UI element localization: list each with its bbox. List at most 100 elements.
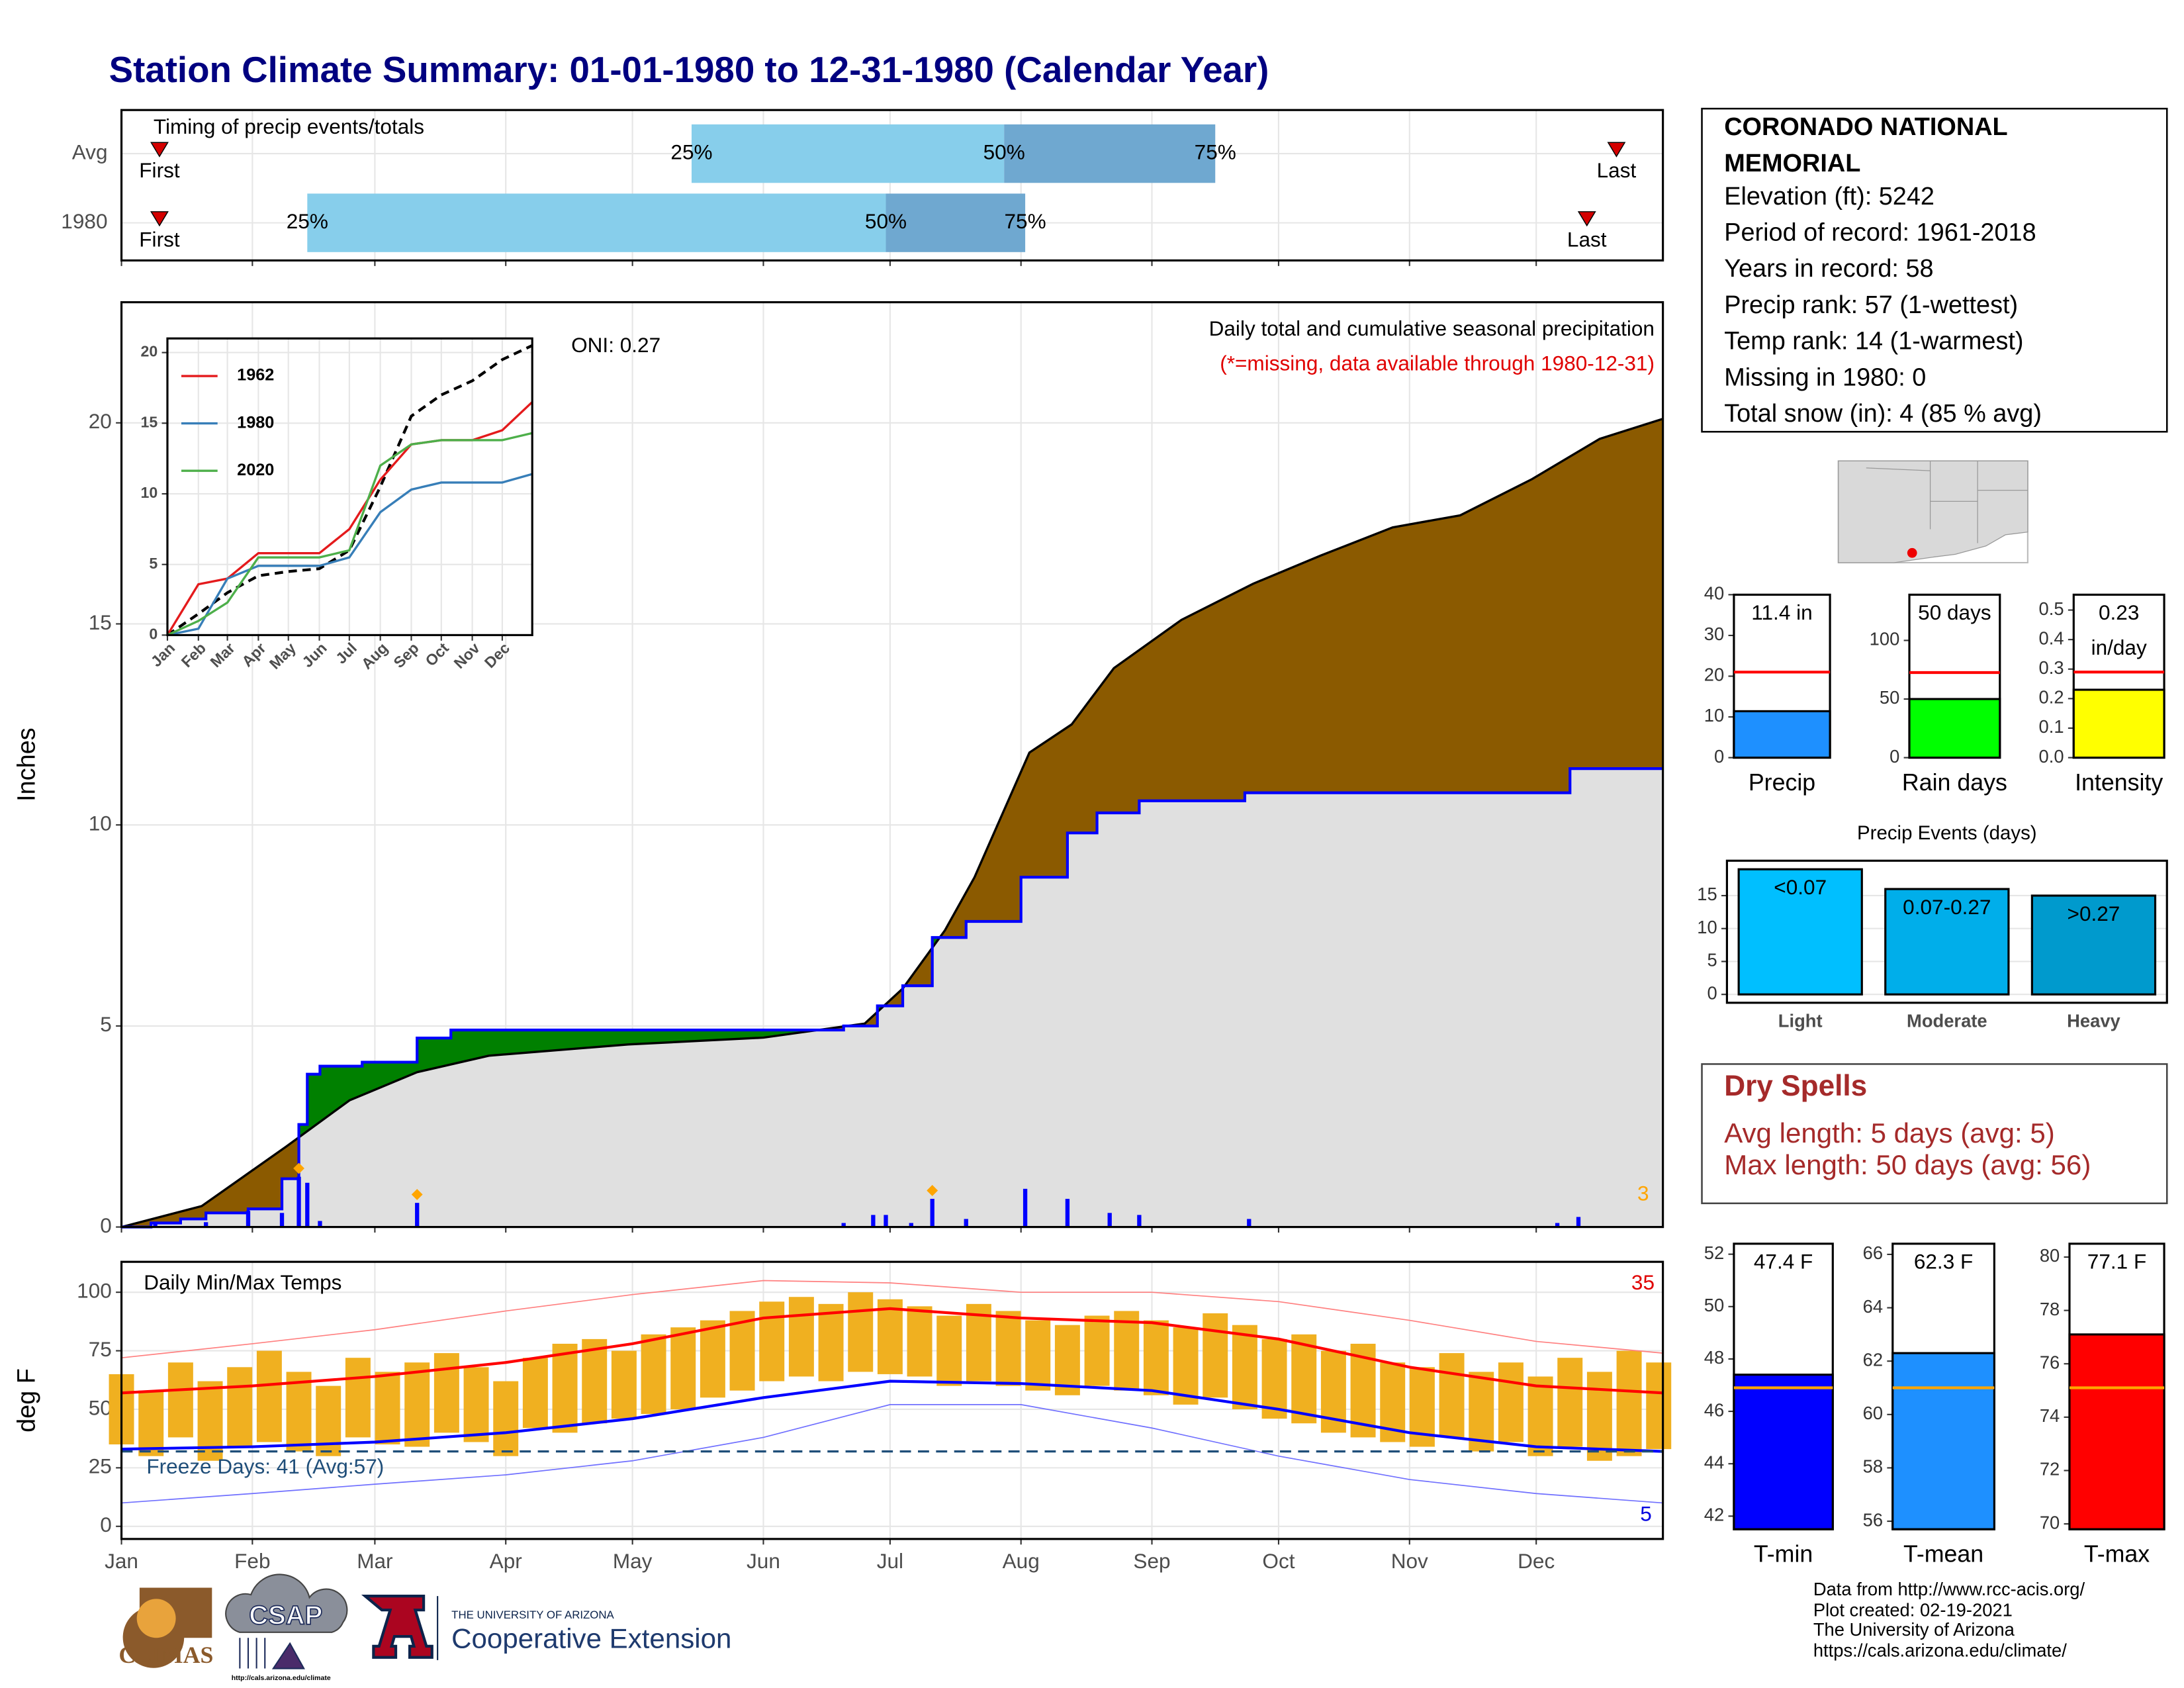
- gauge-bar: [1891, 1352, 1995, 1530]
- temp-range-bar: [375, 1372, 400, 1445]
- temp-range-bar: [1203, 1313, 1228, 1398]
- daily-bar: [246, 1211, 251, 1227]
- y-tick-label: 0: [1707, 982, 1717, 1003]
- temp-range-bar: [138, 1390, 164, 1456]
- daily-bar: [204, 1222, 208, 1227]
- bar: [1737, 868, 1863, 996]
- y-tick-label: 25: [89, 1454, 112, 1478]
- daily-bar: [296, 1176, 301, 1227]
- value-label: 50 days: [1918, 600, 1991, 624]
- y-tick-label: 0: [149, 626, 158, 643]
- percentile-label: 75%: [1005, 209, 1046, 233]
- temp-range-bar: [611, 1350, 637, 1419]
- y-tick-label: 78: [2040, 1299, 2060, 1319]
- station-info: Total snow (in): 4 (85 % avg): [1724, 400, 2042, 428]
- bar: [1884, 888, 2010, 996]
- temp-range-bar: [1616, 1350, 1642, 1456]
- temp-range-bar: [345, 1358, 371, 1438]
- y-tick-label: 1980: [61, 209, 107, 233]
- temp-range-bar: [670, 1327, 696, 1409]
- logo-csap: CSAP http://cals.arizona.edu/climate: [225, 1573, 348, 1682]
- legend-label: 2020: [237, 461, 274, 479]
- temp-range-bar: [700, 1320, 725, 1398]
- temp-range-bar: [641, 1334, 666, 1415]
- freeze-label: Freeze Days: 41 (Avg:57): [146, 1454, 384, 1478]
- bar: [2030, 894, 2157, 996]
- logo-climas: CLIMAS: [118, 1587, 213, 1668]
- y-tick-label: 48: [1704, 1347, 1724, 1368]
- temp-range-bar: [1143, 1320, 1169, 1395]
- page-title: Station Climate Summary: 01-01-1980 to 1…: [109, 49, 1269, 90]
- record-low-count: 5: [1640, 1501, 1652, 1525]
- temp-range-bar: [433, 1353, 459, 1433]
- temp-range-bar: [1646, 1362, 1672, 1450]
- x-tick-label: Nov: [1391, 1549, 1428, 1573]
- y-tick-label: 100: [1870, 629, 1900, 649]
- station-dot: [1907, 547, 1917, 558]
- x-tick-label: May: [613, 1549, 653, 1573]
- normal-line: [121, 1280, 1663, 1359]
- percentile-label: 25%: [670, 140, 712, 164]
- temp-range-bar: [1291, 1334, 1317, 1424]
- y-tick-label: 0: [1889, 746, 1899, 767]
- y-tick-label: 5: [1707, 950, 1717, 970]
- temp-range-bar: [1527, 1376, 1553, 1456]
- x-tick-label: Moderate: [1907, 1011, 1987, 1031]
- legend-label: 1962: [237, 366, 274, 385]
- x-tick-label: Apr: [490, 1549, 522, 1573]
- temp-range-bar: [463, 1367, 489, 1442]
- y-tick-label: 72: [2040, 1459, 2060, 1479]
- daily-bar: [1555, 1223, 1560, 1227]
- daily-bar: [1107, 1213, 1112, 1227]
- y-tick-label: 20: [1704, 665, 1724, 685]
- gauge-bar: [1733, 710, 1831, 759]
- series-line: [166, 344, 533, 637]
- x-axis-label: T-max: [2084, 1541, 2150, 1568]
- logo-text: THE UNIVERSITY OF ARIZONA: [451, 1609, 614, 1621]
- x-tick-label: Light: [1778, 1011, 1823, 1031]
- early-bar: [307, 193, 886, 252]
- y-tick-label: 56: [1863, 1509, 1883, 1530]
- common-area: [121, 769, 1663, 1227]
- early-bar: [691, 124, 1005, 183]
- y-tick-label: 10: [1697, 917, 1717, 937]
- logo-ua: THE UNIVERSITY OF ARIZONA Cooperative Ex…: [361, 1595, 731, 1660]
- logo-sun: [136, 1599, 176, 1638]
- record-high-count: 35: [1631, 1270, 1655, 1294]
- daily-bar: [871, 1215, 876, 1227]
- y-tick-label: 15: [141, 413, 158, 430]
- normal-line: [121, 1307, 1663, 1395]
- plot-frame: [120, 1260, 1664, 1540]
- temp-range-bar: [1439, 1353, 1465, 1438]
- y-tick-label: 30: [1704, 624, 1724, 644]
- daily-bar: [1065, 1199, 1070, 1227]
- temp-range-bar: [1084, 1315, 1110, 1386]
- bar-label: <0.07: [1774, 875, 1827, 899]
- x-axis-label: Intensity: [2075, 769, 2163, 796]
- x-axis-label: T-min: [1754, 1541, 1813, 1568]
- y-tick-label: 40: [1704, 583, 1724, 604]
- daily-bar: [964, 1219, 968, 1227]
- y-tick-label: 5: [100, 1012, 112, 1036]
- temp-range-bar: [552, 1343, 578, 1433]
- y-tick-label: 50: [89, 1395, 112, 1419]
- y-tick-label: 64: [1863, 1296, 1883, 1317]
- y-tick-label: 0.2: [2039, 687, 2064, 708]
- normal-line: [121, 1380, 1663, 1453]
- daily-bar: [1247, 1219, 1251, 1227]
- value-label: 62.3 F: [1914, 1250, 1973, 1274]
- chart-title: Precip Events (days): [1857, 822, 2037, 844]
- y-tick-label: 15: [89, 610, 112, 634]
- plot-frame: [120, 109, 1664, 262]
- y-tick-label: 44: [1704, 1452, 1724, 1472]
- footer-line: Data from http://www.rcc-acis.org/: [1813, 1579, 2085, 1599]
- x-tick-label: Dec: [1518, 1549, 1555, 1573]
- logo-a: [361, 1595, 433, 1659]
- legend-label: 1980: [237, 413, 274, 432]
- station-name-wrap: CORONADO NATIONAL MEMORIAL: [1724, 113, 2007, 177]
- event-marker: [150, 211, 169, 227]
- x-tick-label: Aug: [1003, 1549, 1040, 1573]
- cumulative-line: [121, 418, 1664, 1229]
- gauge-bar: [2072, 688, 2165, 759]
- x-tick-label: Jan: [105, 1549, 138, 1573]
